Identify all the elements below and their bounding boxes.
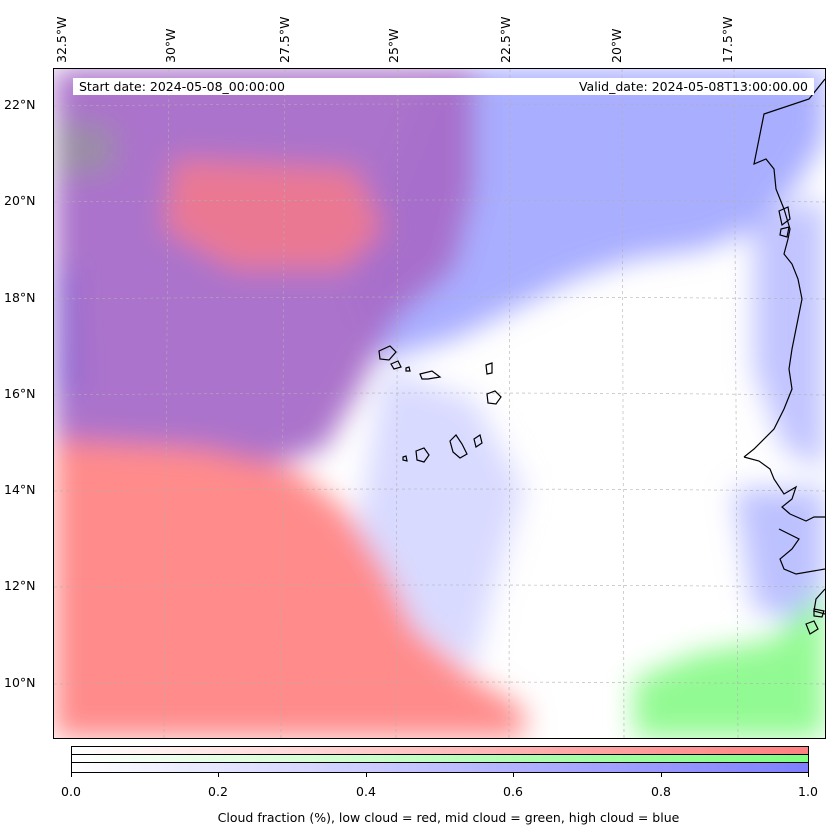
mauritania-islet	[778, 206, 791, 227]
gridline-lat-22n	[54, 103, 825, 107]
lat-label-16n: 16°N	[4, 386, 36, 401]
lon-label-27-5w: 27.5°W	[277, 16, 292, 63]
high-cloud-east	[754, 199, 825, 469]
island-santo-antao	[378, 345, 397, 361]
coastline	[743, 78, 825, 635]
colorbar-tickmark-0-4	[366, 773, 367, 777]
gridline-lat-20n	[54, 199, 825, 203]
colorbar-mid-cloud	[72, 755, 808, 763]
lon-label-17-5w: 17.5°W	[720, 16, 735, 63]
gridline-lat-18n	[54, 296, 825, 300]
colorbar-tickmark-0-6	[513, 773, 514, 777]
island-maio	[473, 434, 483, 448]
colorbar-tick-0-4: 0.4	[356, 784, 376, 799]
gambia-coast	[789, 513, 825, 522]
colorbar-high-cloud	[72, 763, 808, 772]
mauritania-islet-2	[779, 226, 790, 238]
colorbar-tickmark-0-8	[661, 773, 662, 777]
colorbar	[71, 746, 809, 773]
colorbar-tick-0-8: 0.8	[651, 784, 671, 799]
cape-verde-islands	[378, 345, 502, 463]
lon-label-30w: 30°W	[163, 28, 178, 63]
lat-label-14n: 14°N	[4, 482, 36, 497]
valid-date-label: Valid_date: 2024-05-08T13:00:00.00	[524, 78, 814, 95]
lat-label-10n: 10°N	[4, 675, 36, 690]
graticule	[54, 69, 825, 738]
map-canvas	[54, 69, 825, 738]
start-date-label: Start date: 2024-05-08_00:00:00	[73, 78, 550, 95]
cloud-fraction-map: Start date: 2024-05-08_00:00:00 Valid_da…	[53, 68, 826, 739]
casamance-coast	[778, 528, 825, 575]
lon-label-22-5w: 22.5°W	[498, 16, 513, 63]
island-brava	[402, 455, 408, 462]
cloud-field	[54, 69, 825, 738]
island-sao-vicente	[390, 360, 402, 370]
colorbar-tickmark-1-0	[808, 773, 809, 777]
island-sao-nicolau	[419, 370, 442, 380]
colorbar-low-cloud	[72, 747, 808, 755]
colorbar-tick-0-6: 0.6	[503, 784, 523, 799]
island-sal	[485, 362, 493, 375]
gridline-lat-10n	[54, 681, 825, 685]
colorbar-tick-0-2: 0.2	[208, 784, 228, 799]
lat-label-22n: 22°N	[4, 97, 36, 112]
colorbar-tickmark-0-2	[218, 773, 219, 777]
lat-label-12n: 12°N	[4, 578, 36, 593]
low-cloud-north-patch	[164, 159, 384, 269]
island-santiago	[449, 434, 468, 459]
high-cloud-west-edge	[54, 269, 79, 399]
island-boa-vista	[486, 390, 502, 405]
lon-label-25w: 25°W	[386, 28, 401, 63]
gridline-lat-14n	[54, 488, 825, 492]
low-cloud-area	[54, 439, 524, 738]
mid-cloud-nw-patch	[54, 119, 114, 179]
gridline-lat-12n	[54, 584, 825, 588]
colorbar-tick-0: 0.0	[61, 784, 81, 799]
lat-label-20n: 20°N	[4, 193, 36, 208]
colorbar-tickmark-0	[71, 773, 72, 777]
gridline-lat-16n	[54, 392, 825, 396]
lon-label-20w: 20°W	[609, 28, 624, 63]
mid-cloud-area	[634, 589, 825, 738]
african-coast-north	[743, 78, 825, 458]
island-santa-luzia	[405, 366, 411, 372]
colorbar-label: Cloud fraction (%), low cloud = red, mid…	[217, 810, 680, 825]
bijagos-islands	[805, 608, 825, 635]
dakar-peninsula	[743, 456, 798, 515]
lat-label-18n: 18°N	[4, 290, 36, 305]
guinea-bissau-coast	[813, 588, 825, 615]
island-fogo	[415, 447, 430, 463]
lon-label-32-5w: 32.5°W	[54, 16, 69, 63]
colorbar-tick-1-0: 1.0	[798, 784, 818, 799]
